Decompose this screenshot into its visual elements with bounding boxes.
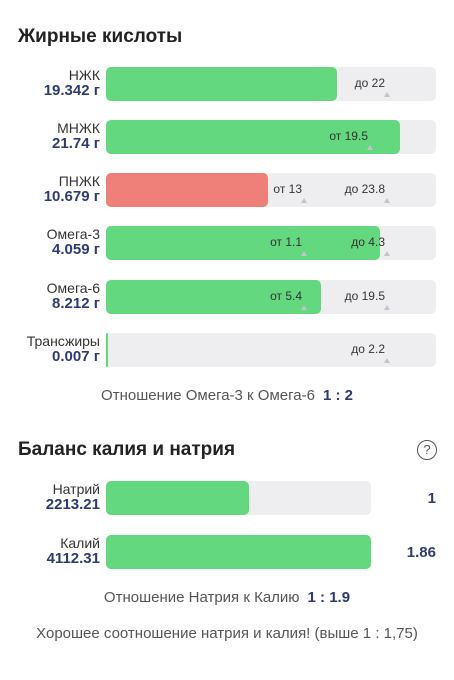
fatty-acid-name: Омега-6 <box>46 280 100 296</box>
marker-tick-icon <box>384 305 390 310</box>
progress-fill <box>106 280 321 314</box>
omega-ratio: Отношение Омега-3 к Омега-6 1 : 2 <box>0 387 454 404</box>
fatty-acid-row: Трансжиры 0.007 г до 2.2 <box>0 332 454 368</box>
fatty-acid-label: ПНЖК 10.679 г <box>44 173 100 205</box>
norm-marker: от 19.5 <box>329 120 373 154</box>
fatty-acids-title: Жирные кислоты <box>18 26 183 47</box>
omega-ratio-value: 1 : 2 <box>322 387 353 404</box>
balance-title: Баланс калия и натрия <box>18 439 236 460</box>
balance-name: Калий <box>60 535 100 551</box>
fatty-acid-value: 0.007 г <box>52 348 100 365</box>
fatty-acid-value: 4.059 г <box>52 241 100 258</box>
balance-value: 4112.31 <box>46 550 100 567</box>
fatty-acid-name: ПНЖК <box>58 173 100 189</box>
norm-marker-label: от 5.4 <box>270 289 302 303</box>
progress-track: от 5.4 до 19.5 <box>106 280 436 314</box>
norm-marker-label: до 23.8 <box>344 182 385 196</box>
marker-tick-icon <box>301 251 307 256</box>
progress-track: до 2.2 <box>106 333 436 367</box>
progress-track: от 19.5 <box>106 120 436 154</box>
progress-fill <box>106 226 380 260</box>
marker-tick-icon <box>367 145 373 150</box>
fatty-acid-value: 8.212 г <box>52 295 100 312</box>
marker-tick-icon <box>384 92 390 97</box>
fatty-acid-label: НЖК 19.342 г <box>44 67 100 99</box>
omega-ratio-label: Отношение Омега-3 к Омега-6 <box>101 387 315 404</box>
marker-tick-icon <box>384 198 390 203</box>
progress-track <box>106 481 371 515</box>
norm-marker: до 19.5 <box>345 280 390 314</box>
fatty-acid-row: МНЖК 21.74 г от 19.5 <box>0 119 454 155</box>
fatty-acid-value: 21.74 г <box>52 135 100 152</box>
norm-marker: до 23.8 <box>345 173 390 207</box>
norm-marker: до 2.2 <box>351 333 390 367</box>
fatty-acid-label: Трансжиры 0.007 г <box>27 333 100 365</box>
progress-track: от 1.1 до 4.3 <box>106 226 436 260</box>
progress-fill <box>106 481 249 515</box>
norm-marker-label: до 2.2 <box>351 342 385 356</box>
fatty-acid-label: МНЖК 21.74 г <box>52 120 100 152</box>
fatty-acid-name: Трансжиры <box>26 333 100 349</box>
fatty-acid-row: НЖК 19.342 г до 22 <box>0 66 454 102</box>
norm-marker-label: от 1.1 <box>270 235 302 249</box>
norm-marker-label: от 13 <box>273 182 302 196</box>
progress-track: до 22 <box>106 67 436 101</box>
balance-name: Натрий <box>52 481 100 497</box>
progress-fill <box>106 120 400 154</box>
fatty-acid-row: Омега-3 4.059 г от 1.1 до 4.3 <box>0 225 454 261</box>
progress-fill <box>106 67 337 101</box>
marker-tick-icon <box>384 358 390 363</box>
marker-tick-icon <box>301 305 307 310</box>
norm-marker: до 22 <box>355 67 390 101</box>
fatty-acid-value: 19.342 г <box>43 82 100 99</box>
balance-row: Калий 4112.31 1.86 <box>0 534 454 570</box>
balance-value: 2213.21 <box>45 496 100 513</box>
norm-marker-label: от 19.5 <box>329 129 368 143</box>
fatty-acid-row: Омега-6 8.212 г от 5.4 до 19.5 <box>0 279 454 315</box>
fatty-acid-label: Омега-3 4.059 г <box>47 226 100 258</box>
fatty-acid-label: Омега-6 8.212 г <box>47 280 100 312</box>
balance-label: Калий 4112.31 <box>47 535 100 567</box>
balance-label: Натрий 2213.21 <box>46 481 100 513</box>
progress-fill <box>106 173 268 207</box>
balance-row: Натрий 2213.21 1 <box>0 480 454 516</box>
fatty-acid-name: МНЖК <box>57 120 100 136</box>
norm-marker: от 13 <box>273 173 307 207</box>
sodium-potassium-ratio: Отношение Натрия к Калию 1 : 1.9 <box>0 589 454 606</box>
sodium-potassium-ratio-value: 1 : 1.9 <box>307 589 351 606</box>
progress-track <box>106 535 371 569</box>
progress-fill <box>106 333 108 367</box>
fatty-acid-name: Омега-3 <box>46 226 100 242</box>
balance-ratio-value: 1 <box>427 490 436 507</box>
norm-marker-label: до 22 <box>354 76 385 90</box>
fatty-acid-value: 10.679 г <box>43 188 100 205</box>
marker-tick-icon <box>301 198 307 203</box>
norm-marker-label: до 19.5 <box>344 289 385 303</box>
norm-marker-label: до 4.3 <box>351 235 385 249</box>
help-icon[interactable]: ? <box>417 440 437 460</box>
progress-fill <box>106 535 371 569</box>
fatty-acid-name: НЖК <box>68 67 100 83</box>
progress-track: от 13 до 23.8 <box>106 173 436 207</box>
norm-marker: от 1.1 <box>270 226 307 260</box>
fatty-acid-row: ПНЖК 10.679 г от 13 до 23.8 <box>0 172 454 208</box>
norm-marker: от 5.4 <box>270 280 307 314</box>
balance-ratio-value: 1.86 <box>406 544 436 561</box>
marker-tick-icon <box>384 251 390 256</box>
norm-marker: до 4.3 <box>351 226 390 260</box>
sodium-potassium-ratio-label: Отношение Натрия к Калию <box>103 589 300 606</box>
balance-note: Хорошее соотношение натрия и калия! (выш… <box>36 625 418 642</box>
